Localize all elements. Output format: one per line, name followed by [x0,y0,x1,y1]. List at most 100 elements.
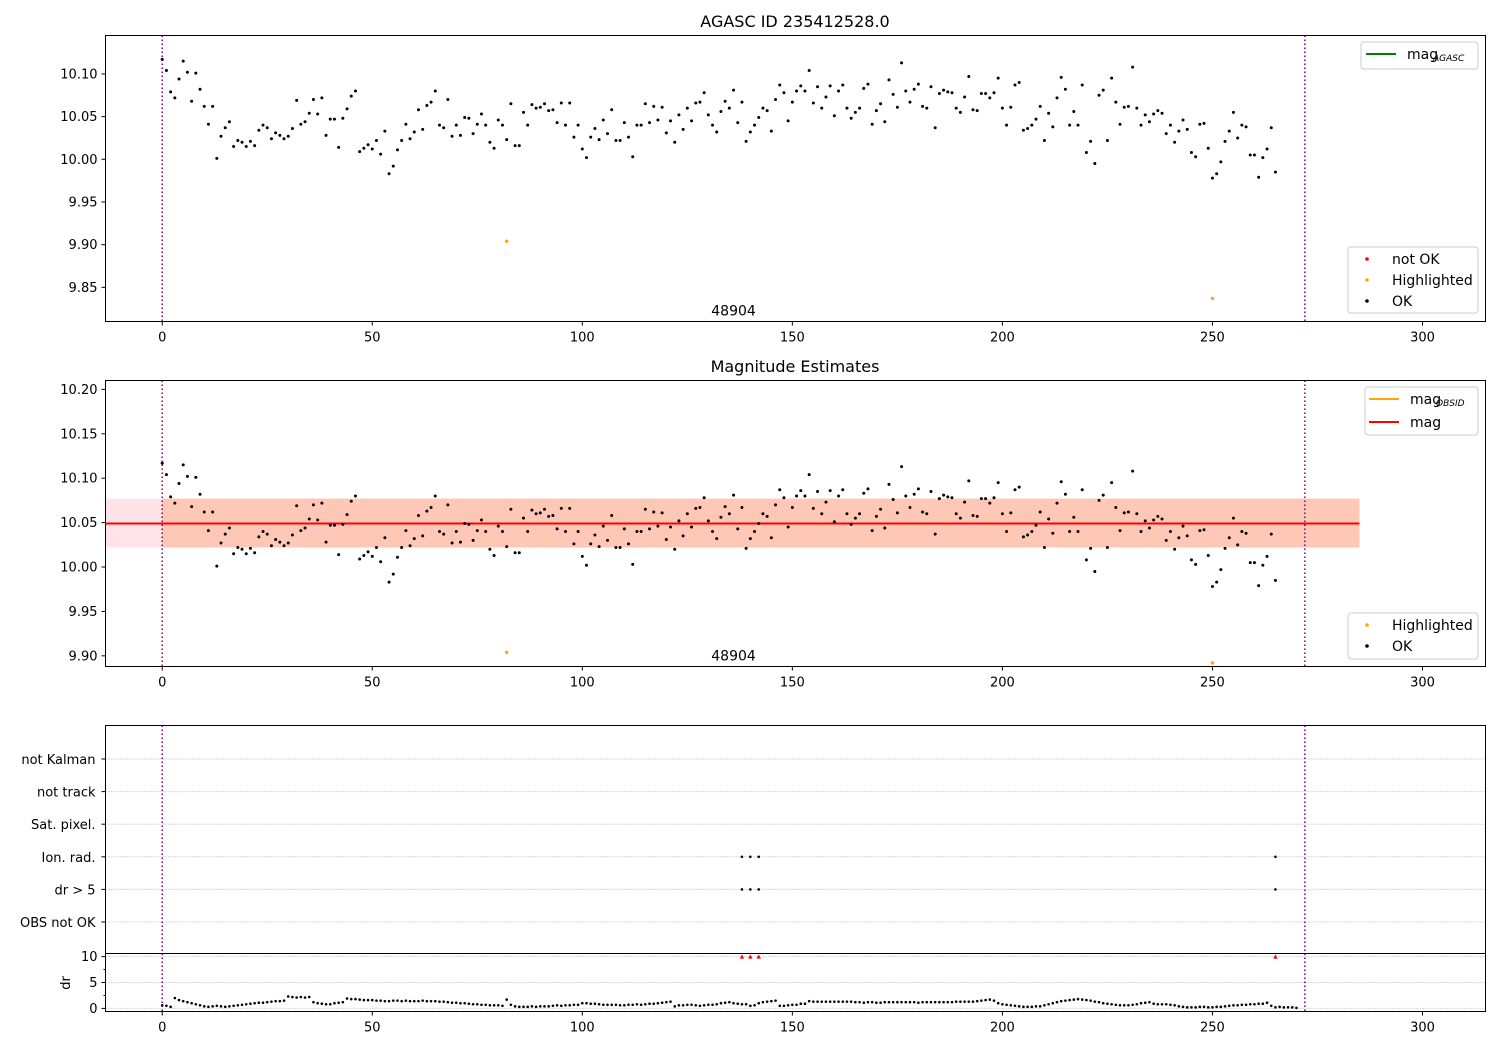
ok-point [1168,123,1172,127]
ok-point [685,106,689,110]
ok-point [1131,65,1135,69]
ok-point [715,537,719,541]
flag-category-label: dr > 5 [54,883,95,898]
ok-point [1181,118,1185,122]
ok-point [891,92,895,96]
ok-point [1059,480,1063,484]
dr-point [673,1005,677,1008]
dr-point [328,1002,332,1006]
ok-point [769,129,773,133]
ok-point [576,123,580,127]
ok-point [1269,126,1273,130]
ok-point [1227,129,1231,133]
dr-point [996,1001,1000,1005]
ok-point [324,133,328,137]
ok-point [1206,146,1210,150]
ok-point [500,123,504,127]
dr-point [803,1002,807,1006]
ok-point [320,96,324,100]
ok-point [631,155,635,159]
ok-point [988,96,992,100]
ok-point [211,510,215,514]
ok-point [1135,106,1139,110]
dr-point [728,1000,731,1004]
ok-point [929,85,933,89]
dr-point [1131,1003,1134,1007]
ok-point [984,92,988,96]
ok-point [1231,516,1235,520]
highlighted-point [504,650,509,654]
ok-point [160,57,164,61]
dr-point [602,1003,605,1007]
ok-point [1152,112,1156,116]
dr-point [690,1003,693,1007]
dr-point [1017,1005,1021,1008]
ok-point [1248,153,1252,157]
ok-point [816,490,820,494]
ok-point [967,74,971,78]
panel-magnitude-plot-area [105,380,1360,667]
ok-point [299,529,303,533]
ok-point [1223,546,1227,550]
panel-dr-frame [105,953,1486,1012]
ok-point [950,91,954,95]
y-tick-label: 0 [89,1002,97,1017]
ok-point [261,529,265,533]
dr-point [1009,1003,1013,1007]
dr-point [904,1000,908,1004]
dr-point [677,1003,681,1007]
ok-point [181,59,185,63]
dr-point [1219,1005,1223,1009]
ok-point [509,102,513,106]
ok-point [601,524,605,528]
dr-point [177,998,181,1002]
ok-point [194,71,198,75]
y-tick-label: 10.10 [60,472,97,487]
ok-point [648,121,652,125]
dr-point [828,1000,832,1003]
ok-point [593,533,597,537]
ok-point [753,123,757,127]
ok-point [479,112,483,116]
ok-point [253,144,257,148]
ok-point [1072,109,1076,113]
ok-point [555,121,559,125]
dr-point [849,1000,853,1003]
ok-point [1194,562,1198,566]
dr-point [488,1003,492,1007]
ok-point [786,119,790,123]
dr-point [383,999,387,1003]
ok-point [799,489,803,493]
legend-subscript-obsid: OBSID [1436,399,1465,409]
dr-point [765,1000,769,1003]
ok-point [1215,172,1219,176]
ok-point [1265,147,1269,151]
dr-point [732,1001,735,1005]
ok-point [1139,529,1143,533]
ok-point [547,109,551,113]
ok-point [1055,501,1059,505]
dr-point [921,1000,924,1004]
legend-label-ok: OK [1392,294,1413,310]
flag-point [1274,888,1277,891]
dr-point [883,1000,887,1004]
ok-point [660,511,664,515]
ok-point [950,496,954,500]
ok-point [866,487,870,491]
ok-point [458,133,462,137]
dr-point [1290,1006,1294,1009]
ok-point [311,98,315,102]
ok-point [580,554,584,558]
dr-point [1227,1004,1231,1008]
ok-point [1118,529,1122,533]
ok-point [748,537,752,541]
dr-point [345,997,349,1000]
dr-point [387,999,391,1003]
dr-point [505,998,508,1001]
dr-point [954,1000,958,1003]
dr-point [1072,998,1076,1001]
ok-point [412,537,416,541]
ok-point [1185,127,1189,131]
legend-label-not-ok: not OK [1392,252,1440,268]
dr-point [165,1004,168,1008]
